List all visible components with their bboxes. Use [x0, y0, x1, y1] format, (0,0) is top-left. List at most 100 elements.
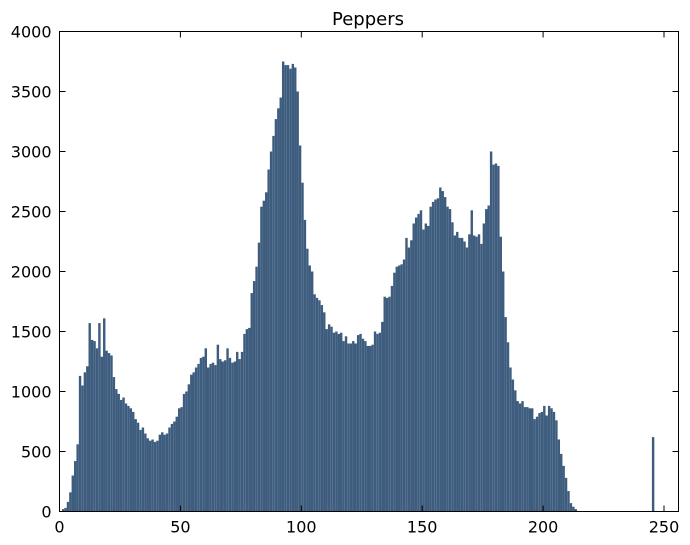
histogram-bar	[262, 200, 266, 512]
histogram-bar	[228, 357, 232, 512]
y-tick-label: 1000	[11, 383, 52, 402]
histogram-bar	[214, 365, 217, 512]
histogram-bar	[489, 151, 493, 512]
histogram-bar	[506, 342, 510, 512]
histogram-bar	[95, 348, 99, 512]
histogram-bar	[555, 420, 558, 512]
histogram-bar	[141, 427, 145, 512]
histogram-bar	[354, 343, 357, 512]
histogram-bar	[443, 197, 447, 512]
histogram-bar	[277, 108, 280, 512]
histogram-bar	[538, 413, 541, 512]
histogram-bar	[518, 403, 522, 512]
histogram-bar	[255, 266, 258, 512]
histogram-bar	[286, 65, 290, 512]
y-tick-label: 4000	[11, 23, 52, 42]
histogram-bar	[76, 444, 79, 512]
histogram-bar	[453, 235, 457, 512]
histogram-bar	[366, 345, 369, 512]
histogram-bar	[352, 341, 355, 512]
histogram-bar	[492, 164, 495, 512]
histogram-bar	[291, 63, 295, 512]
histogram-bar	[153, 441, 157, 512]
histogram-bar	[122, 397, 125, 512]
histogram-bar	[250, 293, 253, 512]
histogram-bar	[470, 210, 473, 512]
histogram-bar	[318, 300, 321, 512]
histogram-bar	[475, 236, 478, 512]
histogram-bar	[335, 331, 338, 512]
y-tick-label: 2000	[11, 263, 52, 282]
histogram-bar	[385, 297, 389, 512]
histogram-bar	[221, 361, 224, 512]
histogram-bar	[119, 399, 123, 512]
histogram-bar	[187, 384, 191, 512]
histogram-bar	[209, 363, 212, 512]
histogram-bar	[298, 145, 302, 512]
histogram-bar	[156, 440, 159, 512]
histogram-bar	[381, 321, 384, 512]
histogram-bar	[136, 422, 140, 512]
histogram-bar	[376, 333, 379, 512]
histogram-bar	[533, 419, 536, 512]
histogram-bar	[501, 271, 505, 512]
histogram-bar	[422, 229, 425, 512]
histogram-bar	[359, 333, 362, 512]
histogram-bar	[69, 492, 72, 512]
x-tick-label: 150	[407, 518, 438, 537]
histogram-bar	[482, 223, 486, 512]
histogram-bar	[552, 411, 556, 512]
histogram-bar	[424, 223, 428, 512]
histogram-bar	[226, 348, 229, 512]
histogram-bar	[151, 439, 154, 512]
histogram-bar	[257, 242, 261, 512]
histogram-bar	[182, 393, 186, 512]
histogram-bar	[543, 405, 546, 512]
histogram-bar	[526, 407, 529, 512]
histogram-bar	[61, 509, 65, 512]
histogram-bar	[651, 437, 655, 512]
histogram-bar	[427, 225, 430, 512]
histogram-bar	[364, 341, 367, 512]
histogram-bar	[269, 151, 273, 512]
histogram-bar	[535, 416, 539, 512]
histogram-bar	[400, 264, 403, 512]
histogram-bar	[112, 377, 116, 512]
histogram-bar	[301, 182, 304, 512]
histogram-bar	[494, 163, 498, 512]
histogram-bar	[310, 271, 314, 512]
histogram-bar	[458, 237, 461, 512]
histogram-bar	[456, 231, 459, 512]
x-tick-label: 100	[286, 518, 317, 537]
histogram-bar	[531, 408, 534, 512]
histogram-bar	[441, 191, 444, 512]
histogram-bar	[204, 348, 207, 512]
y-tick-label: 1500	[11, 323, 52, 342]
histogram-bar	[574, 509, 577, 512]
histogram-bar	[439, 187, 442, 512]
histogram-bar	[393, 272, 396, 512]
histogram-bar	[206, 367, 210, 512]
histogram-bar	[134, 419, 137, 512]
histogram-bar	[177, 408, 181, 512]
x-tick-label: 200	[528, 518, 559, 537]
histogram-bar	[245, 329, 249, 512]
histogram-bar	[540, 411, 544, 512]
histogram-bar	[265, 192, 268, 512]
histogram-bar	[564, 477, 568, 512]
histogram-bar	[528, 408, 532, 512]
histogram-bar	[240, 351, 244, 512]
histogram-bar	[315, 297, 319, 512]
histogram-bar	[504, 317, 507, 512]
histogram-bar	[233, 361, 237, 512]
histogram-bar	[545, 415, 548, 512]
histogram-bar	[64, 507, 67, 512]
histogram-bar	[567, 491, 570, 512]
histogram-bar	[369, 345, 372, 512]
histogram-bar	[402, 259, 406, 512]
histogram-bar	[163, 434, 166, 512]
histogram-bar	[279, 97, 282, 512]
histogram-bar	[180, 407, 183, 512]
histogram-bar	[132, 411, 135, 512]
